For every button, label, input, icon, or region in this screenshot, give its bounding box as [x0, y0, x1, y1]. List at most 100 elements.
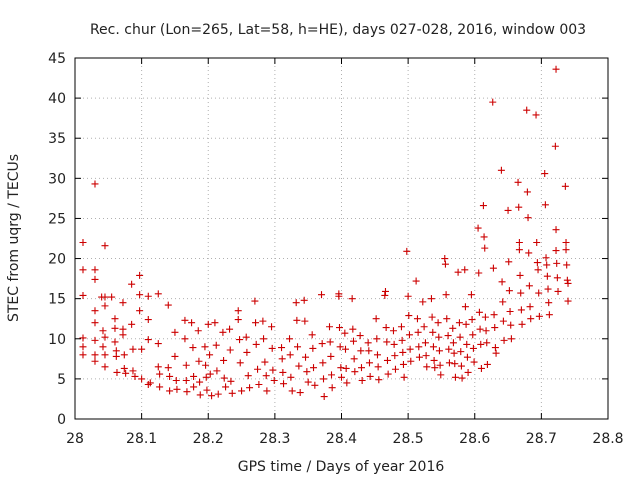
x-tick-label: 28.1 — [126, 431, 157, 447]
data-point — [268, 344, 276, 352]
data-point — [227, 377, 235, 385]
data-point — [302, 353, 310, 361]
data-point — [300, 296, 308, 304]
data-point — [375, 376, 383, 384]
data-point — [532, 111, 540, 119]
data-point — [261, 358, 269, 366]
data-point — [552, 65, 560, 73]
data-point — [91, 319, 99, 327]
data-point — [499, 298, 507, 306]
data-point — [189, 344, 197, 352]
data-point — [451, 360, 459, 368]
data-point — [337, 364, 345, 372]
data-point — [469, 331, 477, 339]
data-point — [349, 337, 357, 345]
data-point — [364, 339, 372, 347]
grid — [75, 58, 608, 419]
data-point — [318, 291, 326, 299]
data-point — [164, 301, 172, 309]
data-point — [286, 351, 294, 359]
data-point — [226, 346, 234, 354]
data-point — [311, 381, 319, 389]
data-point — [348, 295, 356, 303]
data-point — [270, 376, 278, 384]
data-point — [515, 246, 523, 254]
data-point — [403, 247, 411, 255]
data-point — [128, 320, 136, 328]
data-point — [523, 188, 531, 196]
data-point — [533, 239, 541, 247]
data-point — [91, 357, 99, 365]
data-point — [111, 338, 119, 346]
data-point — [491, 344, 499, 352]
data-points — [79, 65, 572, 401]
data-point — [219, 328, 227, 336]
x-tick-label: 28.6 — [459, 431, 490, 447]
data-point — [481, 244, 489, 252]
data-point — [541, 170, 549, 178]
data-point — [212, 341, 220, 349]
data-point — [91, 307, 99, 315]
data-point — [262, 372, 270, 380]
data-point — [407, 357, 415, 365]
data-point — [195, 357, 203, 365]
data-point — [373, 335, 381, 343]
data-point — [428, 313, 436, 321]
data-point — [431, 364, 439, 372]
data-point — [358, 376, 366, 384]
data-point — [463, 340, 471, 348]
data-point — [122, 369, 130, 377]
data-point — [482, 327, 490, 335]
data-point — [434, 319, 442, 327]
data-point — [441, 255, 449, 263]
data-point — [526, 303, 534, 311]
y-tick-label: 40 — [48, 91, 66, 107]
data-point — [120, 364, 128, 372]
data-point — [206, 351, 214, 359]
data-point — [246, 384, 254, 392]
data-point — [79, 351, 87, 359]
data-point — [430, 356, 438, 364]
data-point — [391, 365, 399, 373]
data-point — [534, 266, 542, 274]
data-point — [203, 386, 211, 394]
data-point — [514, 178, 522, 186]
data-point — [292, 299, 300, 307]
data-point — [208, 392, 216, 400]
data-point — [541, 201, 549, 209]
data-point — [234, 316, 242, 324]
data-point — [338, 373, 345, 381]
data-point — [91, 351, 99, 359]
data-point — [171, 352, 179, 360]
data-point — [280, 380, 288, 388]
data-point — [99, 327, 107, 335]
data-point — [269, 366, 277, 374]
data-point — [474, 224, 482, 232]
data-point — [278, 355, 286, 363]
data-point — [350, 355, 358, 363]
data-point — [101, 302, 109, 310]
data-point — [154, 340, 162, 348]
data-point — [420, 323, 428, 331]
data-point — [507, 321, 515, 329]
data-point — [310, 364, 318, 372]
data-point — [390, 340, 398, 348]
data-point — [293, 316, 301, 324]
data-point — [286, 335, 294, 343]
data-point — [166, 387, 174, 395]
data-point — [120, 351, 128, 359]
data-point — [543, 272, 551, 280]
data-point — [101, 242, 109, 250]
data-point — [204, 320, 212, 328]
data-point — [328, 371, 336, 379]
data-point — [445, 345, 453, 353]
y-tick-label: 30 — [48, 171, 66, 187]
data-point — [517, 306, 525, 314]
data-point — [357, 347, 365, 355]
data-point — [383, 338, 391, 346]
data-point — [483, 360, 491, 368]
data-point — [343, 379, 351, 387]
data-point — [336, 343, 344, 351]
data-point — [427, 295, 435, 303]
